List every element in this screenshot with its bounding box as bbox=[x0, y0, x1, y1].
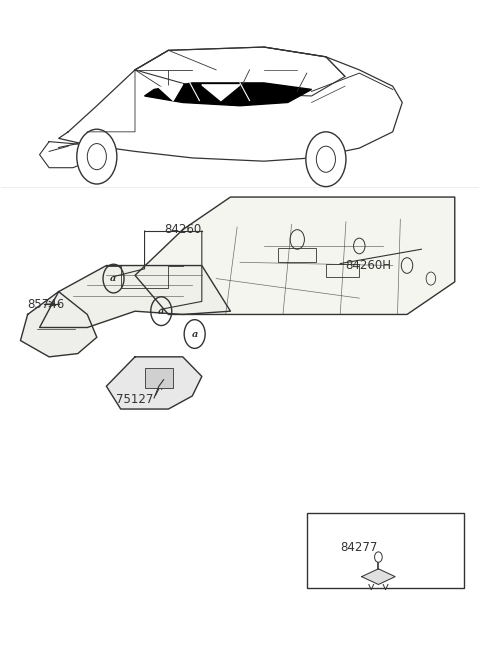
Circle shape bbox=[77, 129, 117, 184]
Circle shape bbox=[306, 132, 346, 187]
Bar bbox=[278, 248, 316, 262]
Polygon shape bbox=[39, 265, 230, 328]
Bar bbox=[144, 368, 173, 388]
Circle shape bbox=[374, 552, 382, 562]
Text: a: a bbox=[319, 543, 325, 552]
Circle shape bbox=[316, 146, 336, 172]
Polygon shape bbox=[21, 291, 97, 357]
Circle shape bbox=[87, 143, 107, 170]
Text: 84277: 84277 bbox=[340, 541, 378, 553]
Polygon shape bbox=[135, 47, 345, 96]
Text: 84260H: 84260H bbox=[345, 259, 391, 272]
Polygon shape bbox=[39, 141, 97, 168]
Polygon shape bbox=[202, 85, 240, 100]
FancyBboxPatch shape bbox=[307, 514, 464, 588]
Text: 85746: 85746 bbox=[28, 298, 65, 311]
Polygon shape bbox=[362, 569, 395, 584]
Text: a: a bbox=[192, 329, 198, 339]
Text: a: a bbox=[110, 274, 117, 283]
Polygon shape bbox=[144, 83, 312, 105]
Polygon shape bbox=[59, 47, 402, 161]
Bar bbox=[326, 263, 360, 276]
Text: 84260: 84260 bbox=[164, 223, 201, 236]
Polygon shape bbox=[159, 84, 183, 100]
Polygon shape bbox=[107, 357, 202, 409]
Text: a: a bbox=[158, 307, 165, 316]
Text: 75127: 75127 bbox=[116, 393, 154, 405]
Polygon shape bbox=[135, 197, 455, 314]
